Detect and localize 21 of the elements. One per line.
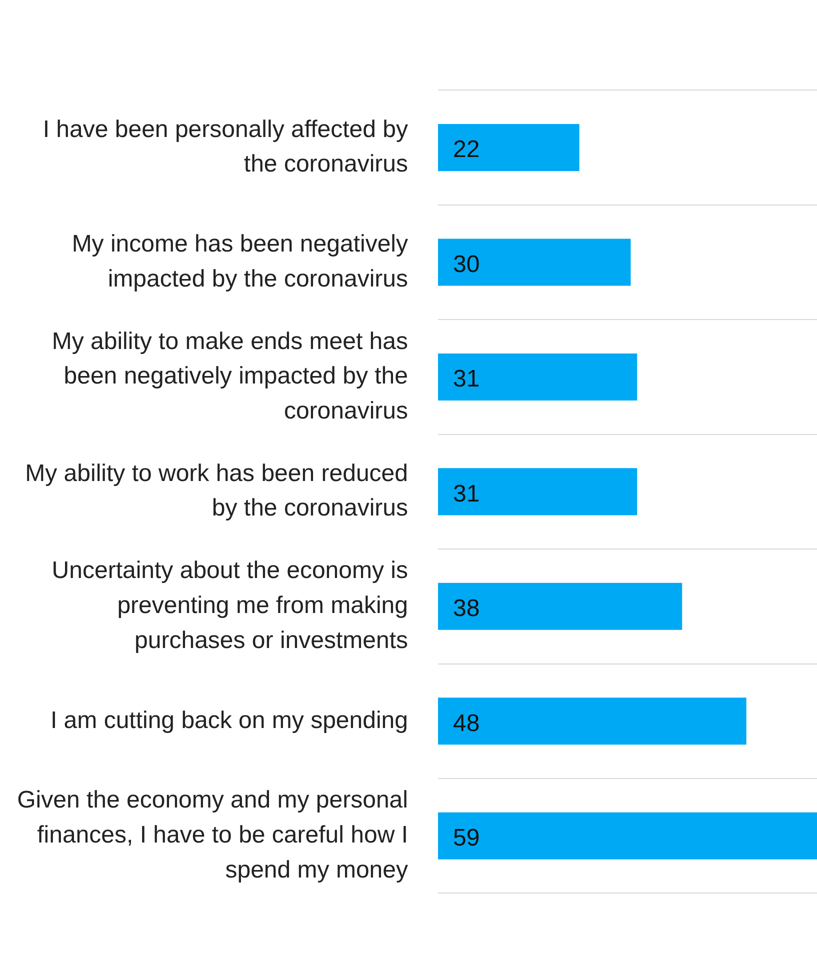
y-tick-label: Given the economy and my personal finances, I have to be careful how I spend my money (17, 786, 408, 884)
bar (438, 353, 638, 400)
y-tick-label: My ability to make ends meet has been negatively impacted by the coronavirus (52, 328, 408, 424)
y-tick-label: I have been personally affected by the coronavirus (42, 116, 408, 178)
bar (438, 582, 682, 630)
data-label: 38 (453, 595, 480, 622)
data-label: 31 (453, 366, 480, 393)
y-tick-label: My income has been negatively impacted by the coronavirus (72, 230, 408, 292)
data-label: 30 (453, 250, 480, 278)
bar (438, 124, 580, 172)
bar (438, 812, 817, 860)
data-label: 22 (453, 136, 480, 164)
y-tick-label: My ability to work has been reduced by the coronavirus (25, 460, 408, 522)
y-tick-label: I am cutting back on my spending (50, 706, 408, 734)
bar (438, 468, 638, 516)
data-label: 48 (453, 710, 480, 737)
data-label: 59 (453, 824, 480, 852)
bar (438, 698, 746, 745)
data-label: 31 (453, 480, 480, 508)
bar (438, 238, 631, 286)
y-tick-label: Uncertainty about the economy is preventing me from making purchases or investments (52, 557, 408, 654)
